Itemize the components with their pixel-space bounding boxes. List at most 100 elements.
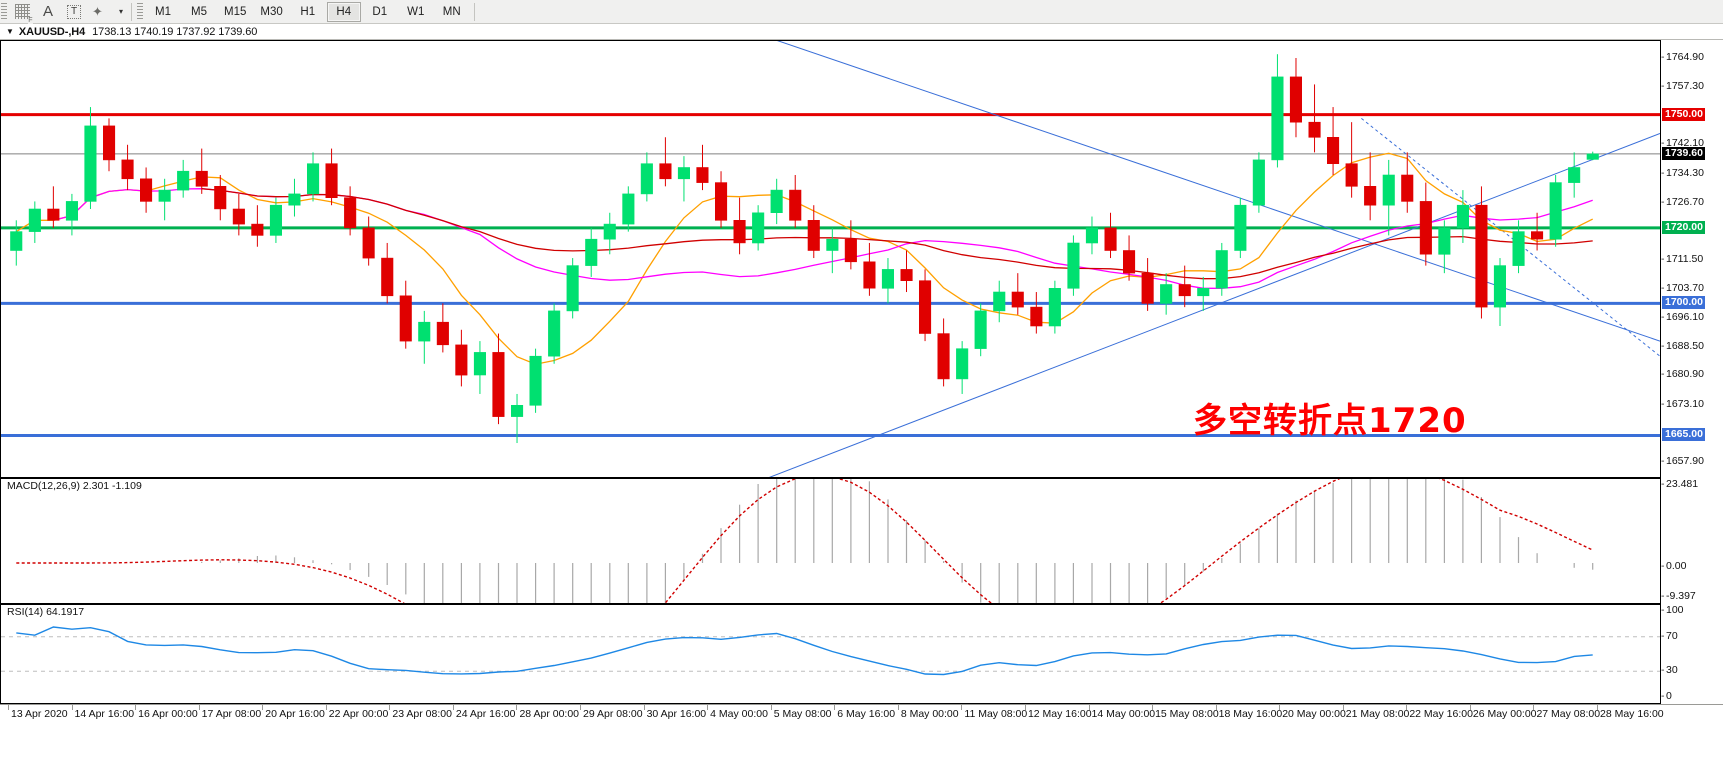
price-scale-tick-1742-1: -1742.10 bbox=[1661, 137, 1723, 149]
time-axis-label: 15 May 08:00 bbox=[1155, 708, 1219, 720]
toolbar-divider-2 bbox=[473, 2, 475, 21]
chart-toolbar: A T ✦ ▾ M1 M5 M15 M30 H1 H4 D1 W1 MN bbox=[0, 0, 1723, 24]
scale-tick-label: 23.481 bbox=[1666, 478, 1699, 490]
price-scale-badge-1739-60[interactable]: 1739.60 bbox=[1662, 146, 1705, 160]
timeframe-drag-handle[interactable] bbox=[137, 2, 143, 21]
macd-signal-line bbox=[16, 479, 1593, 603]
trendline-descending-resistance[interactable] bbox=[751, 41, 1660, 342]
price-scale-tick-1764-9: -1764.90 bbox=[1661, 51, 1723, 63]
text-box-icon[interactable]: T bbox=[61, 1, 87, 23]
macd-scale-tick-000: -0.00 bbox=[1661, 560, 1723, 572]
macd-chart-svg bbox=[16, 479, 1594, 603]
timeframe-button-m30[interactable]: M30 bbox=[260, 5, 283, 18]
moving-average-ma-fast bbox=[15, 152, 1593, 365]
price-scale-tick-1673-1: -1673.10 bbox=[1661, 398, 1723, 410]
time-axis-label: 14 Apr 16:00 bbox=[74, 708, 135, 720]
rsi-line bbox=[16, 626, 1593, 676]
macd-caption: MACD(12,26,9) 2.301 -1.109 bbox=[5, 480, 144, 492]
symbol-name: XAUUSD-,H4 bbox=[18, 25, 86, 38]
time-axis-tick bbox=[198, 705, 200, 710]
scale-tick-label: 1688.50 bbox=[1666, 339, 1704, 352]
scale-tick-label: 1711.50 bbox=[1666, 252, 1704, 265]
crosshair-f-icon[interactable] bbox=[9, 1, 35, 24]
time-axis-tick bbox=[452, 705, 454, 710]
price-panel[interactable]: 多空转折点1720 bbox=[0, 40, 1661, 478]
scale-tick-dash: - bbox=[1661, 252, 1665, 265]
scale-tick-label: -9.397 bbox=[1666, 590, 1696, 602]
price-scale-tick-1657-9: -1657.90 bbox=[1661, 455, 1723, 467]
macd-histogram bbox=[201, 479, 1594, 603]
scale-tick-dash: - bbox=[1661, 690, 1665, 702]
scale-tick-label: 1742.10 bbox=[1666, 137, 1704, 150]
time-axis-tick bbox=[516, 705, 518, 710]
price-scale-badge-1700-00[interactable]: 1700.00 bbox=[1662, 296, 1705, 310]
timeframe-button-mn[interactable]: MN bbox=[442, 5, 461, 18]
time-axis-label: 30 Apr 16:00 bbox=[646, 708, 707, 720]
symbol-dropdown-caret[interactable]: ▼ bbox=[6, 27, 14, 36]
chart-area[interactable]: 多空转折点1720 MACD(12,26,9) 2.301 -1.109 RSI… bbox=[0, 40, 1723, 784]
time-axis-label: 18 May 16:00 bbox=[1218, 708, 1283, 720]
price-scale-badge-1750-00[interactable]: 1750.00 bbox=[1662, 107, 1705, 121]
time-axis-tick bbox=[834, 705, 836, 710]
toolbar-divider bbox=[131, 2, 132, 21]
price-scale-tick-1703-7: -1703.70 bbox=[1661, 282, 1723, 294]
price-scale[interactable]: -1764.90-1757.30-1742.10-1734.30-1726.70… bbox=[1661, 40, 1723, 704]
timeframe-button-h4[interactable]: H4 bbox=[326, 1, 361, 22]
scale-tick-label: 1726.70 bbox=[1666, 195, 1704, 208]
time-axis-label: 14 May 00:00 bbox=[1091, 708, 1156, 720]
toolbar-drag-handle[interactable] bbox=[1, 2, 7, 21]
symbol-ohlc-values: 1738.13 1740.19 1737.92 1739.60 bbox=[92, 25, 258, 38]
scale-tick-dash: - bbox=[1661, 166, 1665, 179]
chart-annotation-text: 多空转折点1720 bbox=[1193, 401, 1467, 441]
trendline-inner-channel[interactable] bbox=[1361, 117, 1660, 357]
time-axis-tick bbox=[961, 705, 963, 710]
price-plot-surface[interactable] bbox=[1, 41, 1660, 477]
price-scale-badge-1720-00[interactable]: 1720.00 bbox=[1662, 220, 1705, 234]
time-axis-label: 13 Apr 2020 bbox=[11, 708, 68, 720]
rsi-scale-tick-30: -30 bbox=[1661, 664, 1723, 676]
rsi-plot-surface[interactable] bbox=[1, 605, 1660, 703]
time-axis-tick bbox=[325, 705, 327, 710]
price-scale-tick-1688-5: -1688.50 bbox=[1661, 340, 1723, 352]
timeframe-button-h1[interactable]: H1 bbox=[300, 5, 316, 18]
time-axis-tick bbox=[135, 705, 137, 710]
objects-dropdown-caret[interactable]: ▾ bbox=[118, 7, 123, 16]
time-axis-label: 27 May 08:00 bbox=[1536, 708, 1601, 720]
time-axis-label: 6 May 16:00 bbox=[837, 708, 896, 720]
time-axis-tick bbox=[1342, 705, 1344, 710]
time-axis[interactable]: 13 Apr 2020 14 Apr 16:00 16 Apr 00:00 17 Ap… bbox=[0, 704, 1723, 724]
scale-tick-label: 1734.30 bbox=[1666, 166, 1704, 179]
rsi-panel[interactable]: RSI(14) 64.1917 bbox=[0, 604, 1661, 704]
time-axis-label: 11 May 08:00 bbox=[964, 708, 1028, 720]
timeframe-button-m5[interactable]: M5 bbox=[191, 5, 207, 18]
rsi-chart-svg bbox=[1, 626, 1660, 676]
objects-icon[interactable]: ✦ bbox=[92, 3, 103, 19]
time-axis-tick bbox=[770, 705, 772, 710]
text-label-icon[interactable]: A bbox=[42, 3, 53, 20]
scale-tick-label: 1696.10 bbox=[1666, 311, 1704, 324]
price-scale-tick-1757-3: -1757.30 bbox=[1661, 80, 1723, 92]
price-scale-badge-1665-00[interactable]: 1665.00 bbox=[1662, 428, 1705, 442]
time-axis-label: 23 Apr 08:00 bbox=[392, 708, 452, 720]
timeframe-button-w1[interactable]: W1 bbox=[407, 5, 425, 18]
candlestick-series bbox=[10, 54, 1599, 444]
macd-plot-surface[interactable] bbox=[1, 479, 1660, 603]
trendline-ascending-support[interactable] bbox=[751, 133, 1660, 477]
moving-average-ma-mid bbox=[53, 188, 1593, 289]
timeframe-button-d1[interactable]: D1 bbox=[372, 5, 388, 18]
time-axis-label: 12 May 16:00 bbox=[1027, 708, 1092, 720]
timeframe-button-m1[interactable]: M1 bbox=[155, 5, 171, 18]
macd-panel[interactable]: MACD(12,26,9) 2.301 -1.109 bbox=[0, 478, 1661, 604]
time-axis-label: 8 May 00:00 bbox=[900, 708, 959, 720]
scale-tick-dash: - bbox=[1661, 664, 1665, 677]
time-axis-tick bbox=[1597, 705, 1598, 710]
scale-tick-label: 100 bbox=[1666, 604, 1684, 616]
time-axis-label: 16 Apr 00:00 bbox=[138, 708, 198, 720]
timeframe-button-m15[interactable]: M15 bbox=[224, 5, 247, 18]
scale-tick-dash: - bbox=[1661, 478, 1665, 490]
time-axis-label: 28 May 16:00 bbox=[1600, 708, 1664, 720]
time-axis-label: 24 Apr 16:00 bbox=[455, 708, 516, 720]
scale-tick-dash: - bbox=[1661, 51, 1665, 64]
scale-tick-dash: - bbox=[1661, 282, 1665, 295]
scale-tick-label: 0.00 bbox=[1666, 559, 1687, 572]
